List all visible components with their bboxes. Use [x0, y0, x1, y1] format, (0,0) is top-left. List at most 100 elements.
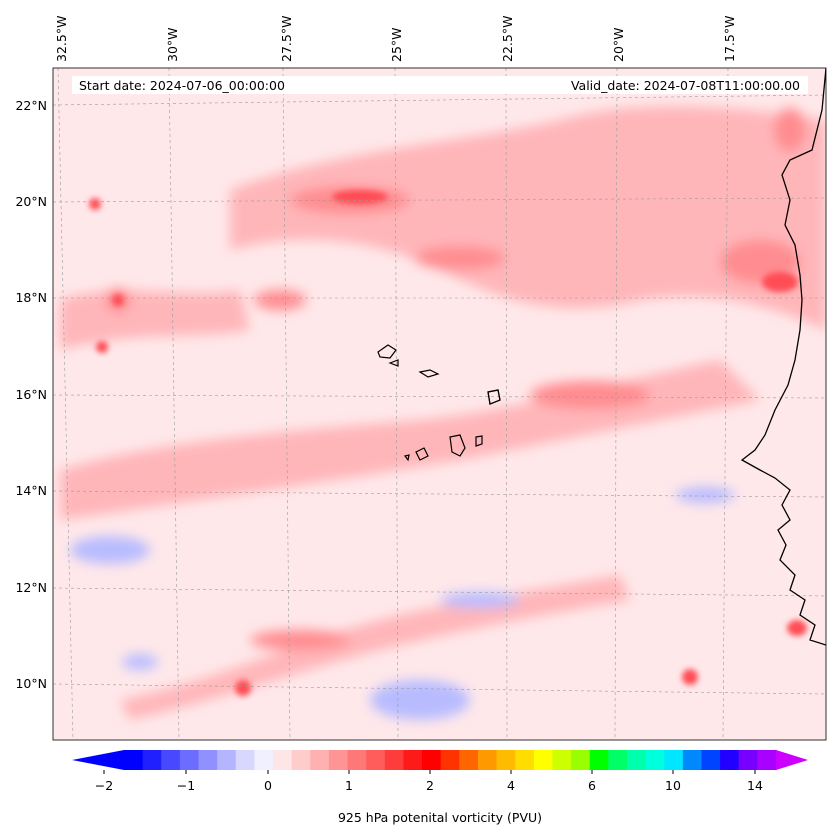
pv-negative-patch — [370, 680, 470, 720]
latitude-label: 14°N — [15, 483, 47, 498]
colorbar-segment — [757, 750, 777, 770]
colorbar-segment — [738, 750, 758, 770]
meridian-line — [57, 68, 74, 740]
colorbar-segment — [515, 750, 535, 770]
pv-peak — [89, 198, 101, 210]
date-header-box — [72, 76, 808, 94]
parallel-line — [53, 490, 826, 498]
pv-negative-patch — [440, 592, 520, 608]
island-maio — [475, 435, 483, 447]
pv-peak — [762, 272, 798, 292]
island-sao-nicolau — [418, 369, 440, 378]
longitude-label: 32.5°W — [54, 16, 69, 62]
colorbar-segment — [533, 750, 553, 770]
colorbar-segment — [161, 750, 181, 770]
meridian-line — [168, 68, 180, 740]
parallel-line — [53, 94, 826, 106]
colorbar-segments — [124, 750, 777, 770]
colorbar-segment — [403, 750, 423, 770]
colorbar-segment — [664, 750, 684, 770]
colorbar-segment — [645, 750, 665, 770]
colorbar-segment — [310, 750, 330, 770]
colorbar-tick-label: 14 — [747, 778, 763, 793]
colorbar-segment — [235, 750, 255, 770]
colorbar-tick-label: 6 — [588, 778, 596, 793]
colorbar-segment — [291, 750, 311, 770]
longitude-label: 17.5°W — [722, 16, 737, 62]
pv-negative-patch — [675, 487, 735, 503]
longitude-label: 22.5°W — [500, 16, 515, 62]
colorbar-segment — [571, 750, 591, 770]
parallel-line — [53, 683, 826, 695]
colorbar-label: 925 hPa potenital vorticity (PVU) — [338, 810, 542, 825]
colorbar-segment — [124, 750, 144, 770]
colorbar-tick-label: 2 — [426, 778, 434, 793]
start-date-label: Start date: 2024-07-06_00:00:00 — [79, 78, 285, 93]
pv-negative-patch — [122, 654, 158, 670]
colorbar-tick-label: 0 — [264, 778, 272, 793]
meridian-line — [722, 68, 729, 740]
island-santiago — [449, 434, 466, 457]
latitude-label: 20°N — [15, 194, 47, 209]
meridian-line — [614, 68, 618, 740]
pv-patch — [254, 290, 306, 310]
colorbar-segment — [328, 750, 349, 770]
colorbar-segment — [496, 750, 516, 770]
gridlines — [53, 68, 826, 740]
colorbar-segment — [179, 750, 200, 770]
parallel-line — [53, 394, 826, 399]
colorbar-extend-low — [72, 750, 124, 770]
pv-patch — [530, 381, 650, 409]
colorbar-segment — [459, 750, 479, 770]
colorbar-tick-label: 4 — [507, 778, 515, 793]
latitude-label: 22°N — [15, 98, 47, 113]
pv-negative-patch — [70, 536, 150, 564]
longitude-label: 20°W — [611, 27, 626, 62]
meridian-line — [505, 68, 508, 740]
colorbar-tick-label: 10 — [665, 778, 681, 793]
valid-date-label: Valid_date: 2024-07-08T11:00:00.00 — [571, 78, 800, 93]
colorbar-segment — [384, 750, 404, 770]
island-fogo — [415, 447, 429, 461]
colorbar-segment — [273, 750, 293, 770]
colorbar-segment — [720, 750, 740, 770]
colorbar-tick-label: 1 — [345, 778, 353, 793]
pv-peak — [787, 620, 807, 636]
parallel-line — [53, 197, 826, 203]
colorbar-ticks: −2 −1 0 1 2 4 6 10 14 — [95, 770, 763, 793]
colorbar-segment — [422, 750, 442, 770]
pv-peak — [235, 680, 251, 696]
colorbar-segment — [589, 750, 609, 770]
longitude-labels: 32.5°W 30°W 27.5°W 25°W 22.5°W 20°W 17.5°W — [54, 16, 737, 62]
colorbar-extend-high — [776, 750, 808, 770]
meridian-line — [394, 68, 399, 740]
map-frame — [52, 67, 827, 741]
colorbar-segment — [254, 750, 274, 770]
parallel-line — [53, 587, 826, 597]
pv-patch — [774, 108, 806, 152]
pv-peak — [112, 294, 124, 306]
longitude-label: 27.5°W — [279, 16, 294, 62]
cape-verde-islands — [377, 344, 501, 462]
colorbar: −2 −1 0 1 2 4 6 10 14 925 hPa potenital vorticit… — [72, 750, 808, 825]
colorbar-tick-label: −1 — [177, 778, 195, 793]
colorbar-segment — [477, 750, 498, 770]
pv-patch — [250, 630, 350, 650]
colorbar-segment — [198, 750, 218, 770]
pv-patch — [415, 246, 505, 270]
island-boa-vista — [487, 389, 501, 405]
map-panel[interactable] — [53, 68, 826, 740]
colorbar-tick-label: −2 — [95, 778, 113, 793]
colorbar-segment — [142, 750, 162, 770]
africa-coastline — [740, 68, 826, 646]
colorbar-segment — [217, 750, 237, 770]
latitude-label: 12°N — [15, 580, 47, 595]
colorbar-segment — [366, 750, 386, 770]
pv-band-northeast — [230, 106, 826, 330]
latitude-label: 18°N — [15, 290, 47, 305]
colorbar-segment — [682, 750, 702, 770]
island-sao-vicente — [388, 359, 399, 367]
colorbar-segment — [440, 750, 460, 770]
island-santo-antao — [377, 344, 397, 359]
